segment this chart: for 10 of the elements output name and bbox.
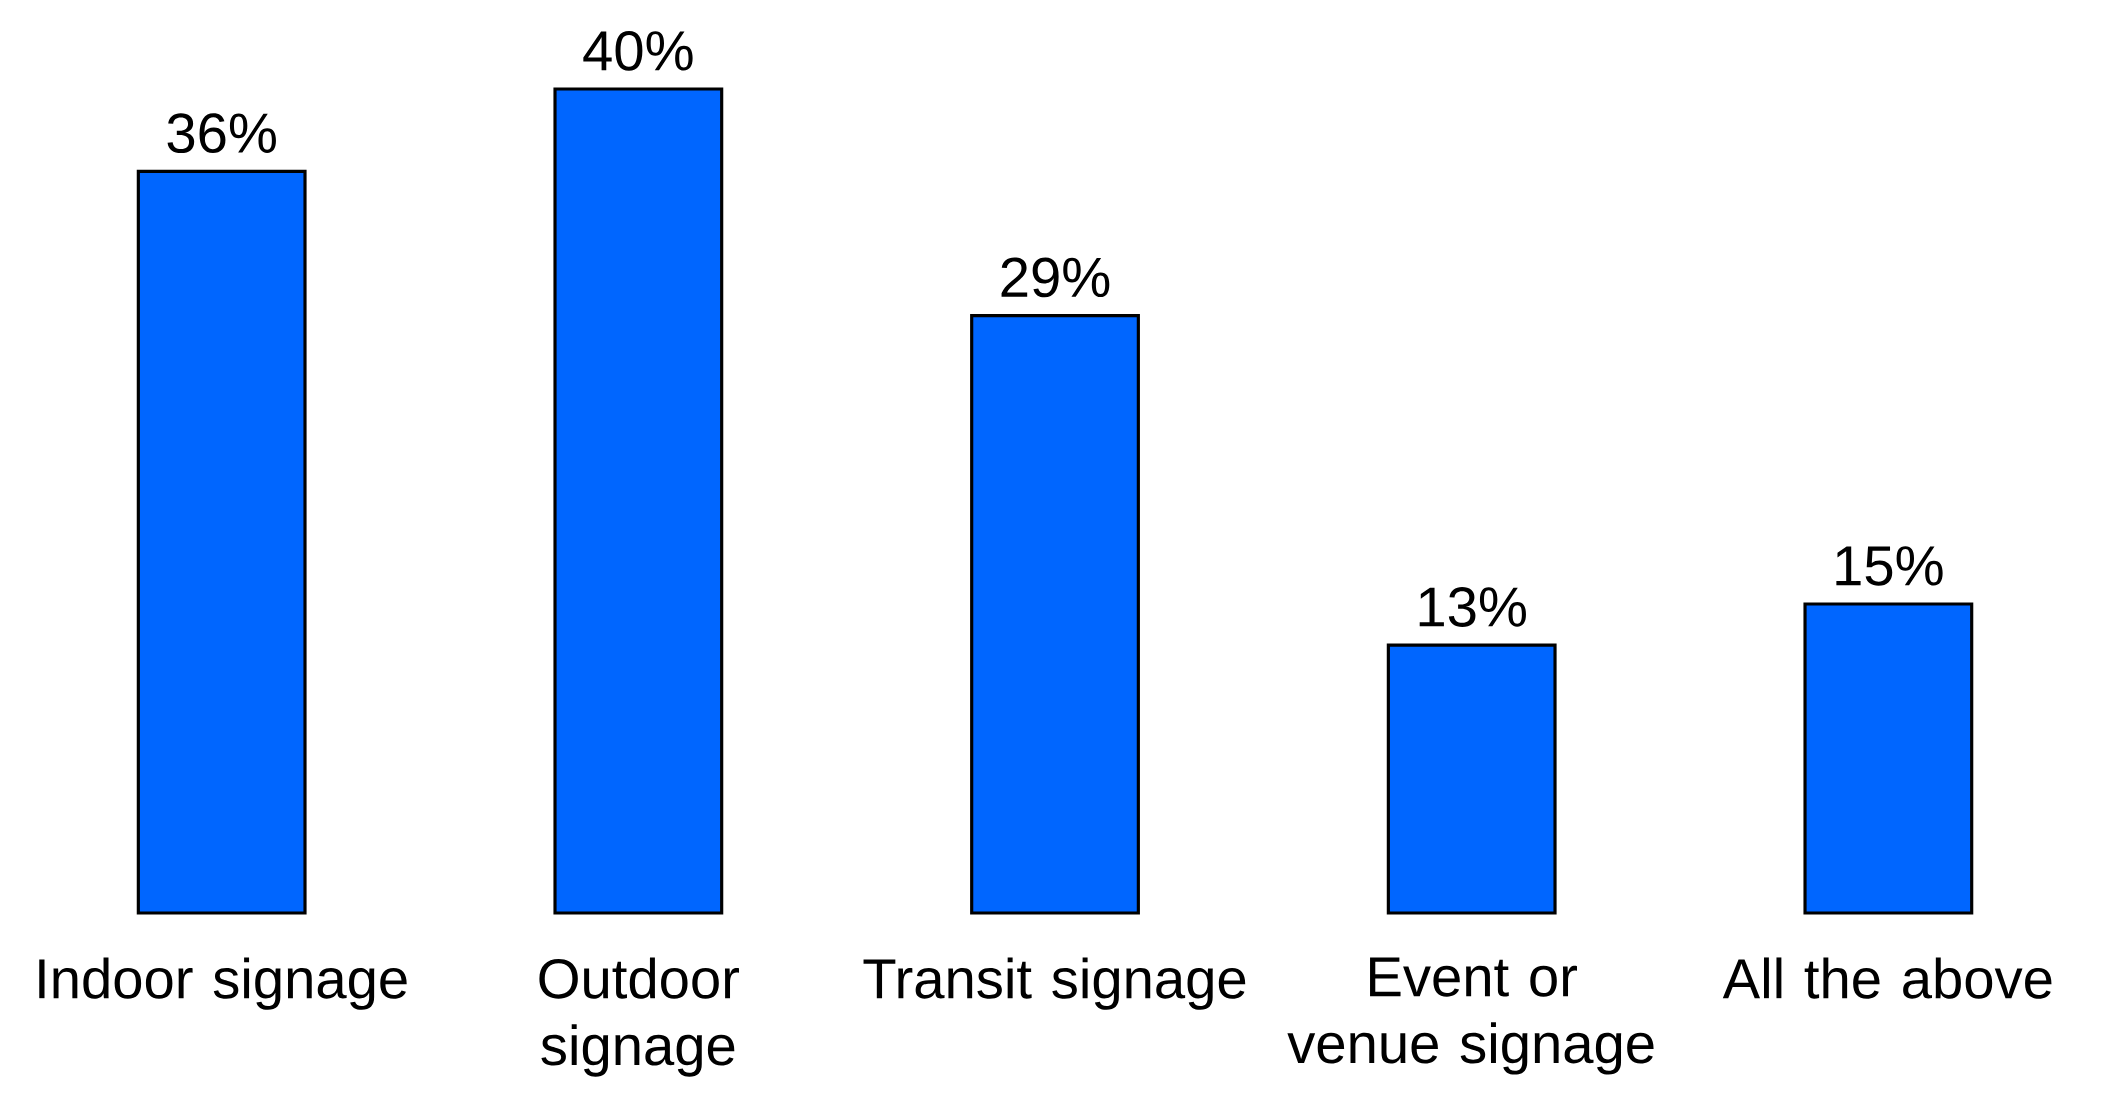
x-tick-label: Indoor signage (39, 957, 407, 1010)
x-tick-label: All the above (1722, 957, 2052, 999)
data-label: 40% (583, 30, 693, 71)
x-tick-label: Event or venue signage (1287, 957, 1654, 1075)
data-label: 29% (1001, 257, 1110, 298)
data-label: 36% (167, 113, 276, 153)
x-tick-label: Outdoor signage (539, 957, 739, 1077)
x-tick-label: Transit signage (863, 957, 1246, 1010)
data-label: 15% (1836, 545, 1943, 586)
data-label: 13% (1419, 586, 1526, 627)
